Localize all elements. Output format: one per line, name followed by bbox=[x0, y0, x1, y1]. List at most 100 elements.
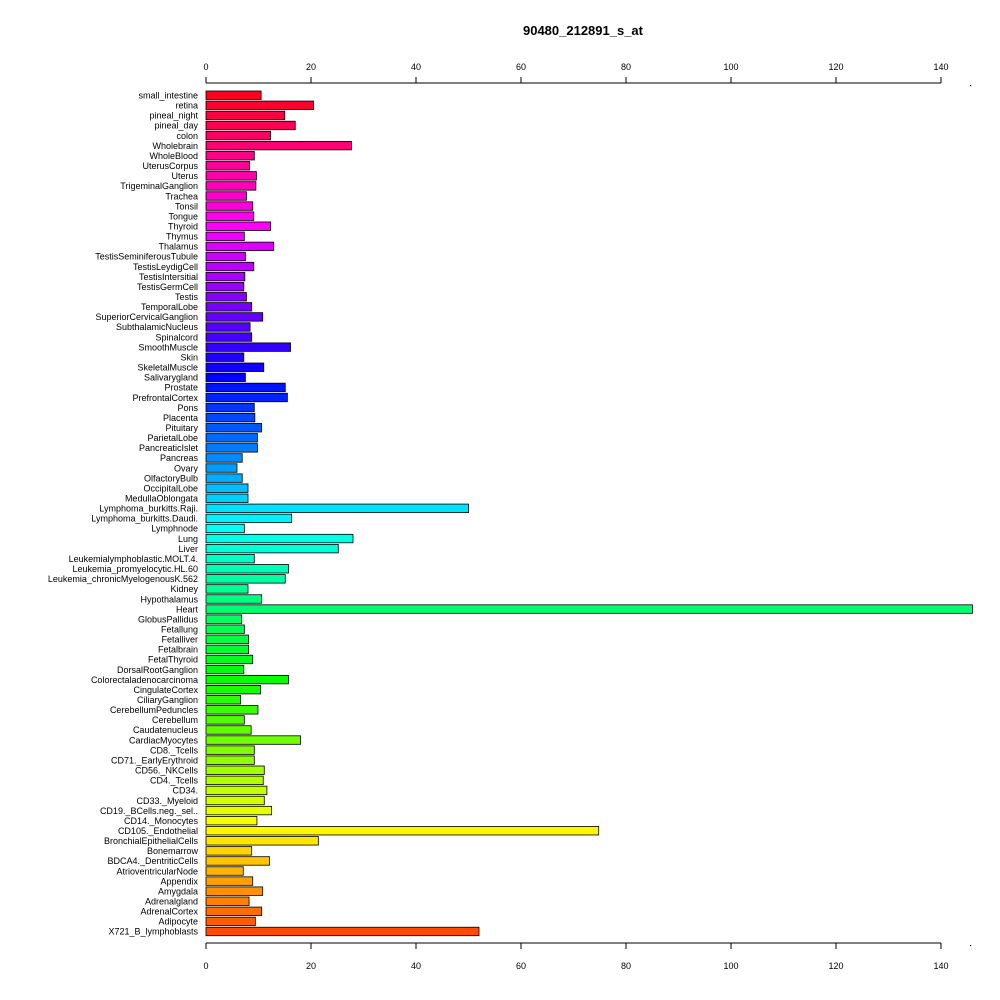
category-label: Caudatenucleus bbox=[133, 725, 199, 735]
category-label: Lymphoma_burkitts.Raji. bbox=[99, 504, 198, 514]
bar bbox=[205, 221, 271, 231]
category-label: PancreaticIslet bbox=[139, 443, 199, 453]
category-label: Thyroid bbox=[168, 221, 198, 231]
bar bbox=[205, 513, 292, 524]
bar bbox=[205, 201, 254, 211]
bar bbox=[205, 715, 245, 725]
category-label: Ovary bbox=[174, 463, 199, 473]
bar bbox=[205, 433, 258, 443]
category-label: small_intestine bbox=[138, 91, 198, 101]
bar bbox=[205, 735, 301, 745]
top-axis-tick-label: 40 bbox=[411, 62, 421, 72]
top-axis-tick-label: 120 bbox=[828, 62, 843, 72]
category-label: CD33._Myeloid bbox=[136, 796, 198, 806]
category-label: Leukemia_promyelocytic.HL.60 bbox=[72, 564, 198, 574]
bar bbox=[205, 906, 263, 916]
bar bbox=[205, 443, 258, 453]
bar bbox=[205, 916, 256, 927]
bar bbox=[205, 382, 286, 393]
category-label: CerebellumPeduncles bbox=[110, 705, 199, 715]
bar bbox=[205, 543, 339, 554]
bar bbox=[205, 271, 246, 282]
bar bbox=[205, 372, 246, 383]
category-label: colon bbox=[176, 131, 198, 141]
category-label: CardiacMyocytes bbox=[129, 735, 199, 745]
bars-layer bbox=[205, 90, 973, 937]
bar bbox=[205, 826, 600, 836]
bar bbox=[205, 231, 245, 241]
category-label: CiliaryGanglion bbox=[137, 695, 198, 705]
bar bbox=[205, 100, 315, 110]
category-label: Tonsil bbox=[175, 201, 198, 211]
top-axis-tick-label: 140 bbox=[933, 62, 948, 72]
category-label: X721_B_lymphoblasts bbox=[108, 927, 198, 937]
category-label: pineal_day bbox=[154, 121, 198, 131]
category-label: Pons bbox=[177, 403, 198, 413]
bar bbox=[205, 705, 259, 715]
bottom-axis-tick-label: 80 bbox=[621, 961, 631, 971]
bar bbox=[205, 342, 291, 352]
bar bbox=[205, 765, 265, 775]
bar bbox=[205, 412, 256, 423]
category-label: CD14._Monocytes bbox=[124, 816, 199, 826]
category-label: Adrenalgland bbox=[145, 897, 198, 907]
bar bbox=[205, 624, 245, 634]
bar bbox=[205, 886, 264, 896]
bar bbox=[205, 554, 255, 564]
category-label: Prostate bbox=[164, 383, 198, 393]
category-label: CD71._EarlyErythroid bbox=[111, 755, 198, 765]
category-label: TestisLeydigCell bbox=[133, 262, 198, 272]
category-label: Colorectaladenocarcinoma bbox=[91, 675, 198, 685]
category-label: Pancreas bbox=[160, 453, 199, 463]
bar bbox=[205, 856, 270, 866]
category-label: Liver bbox=[178, 544, 198, 554]
bar bbox=[205, 473, 243, 483]
category-label: pineal_night bbox=[149, 111, 198, 121]
category-label: Lymphoma_burkitts.Daudi. bbox=[91, 514, 198, 524]
top-axis-end-mark bbox=[970, 85, 972, 87]
bar bbox=[205, 453, 243, 463]
category-label: TestisIntersitial bbox=[139, 272, 198, 282]
category-label: Spinalcord bbox=[155, 332, 198, 342]
category-label: Thalamus bbox=[158, 242, 198, 252]
bottom-axis-tick-label: 60 bbox=[516, 961, 526, 971]
bar bbox=[205, 614, 243, 624]
bar bbox=[205, 493, 249, 503]
category-label: Lung bbox=[178, 534, 198, 544]
top-axis-tick-label: 0 bbox=[203, 62, 208, 72]
bar bbox=[205, 322, 251, 332]
category-label: Lymphnode bbox=[151, 524, 198, 534]
category-label: DorsalRootGanglion bbox=[117, 665, 198, 675]
category-label: UterusCorpus bbox=[142, 161, 198, 171]
category-label: Bonemarrow bbox=[147, 846, 199, 856]
bottom-axis-tick-label: 140 bbox=[933, 961, 948, 971]
category-label: Cerebellum bbox=[152, 715, 198, 725]
category-label: SkeletalMuscle bbox=[137, 363, 198, 373]
category-label: Uterus bbox=[171, 171, 198, 181]
category-labels-layer: small_intestineretinapineal_nightpineal_… bbox=[48, 91, 199, 937]
bar bbox=[205, 564, 289, 574]
bar bbox=[205, 725, 252, 735]
category-label: Placenta bbox=[163, 413, 198, 423]
category-label: Heart bbox=[176, 604, 199, 614]
top-axis-tick-label: 100 bbox=[723, 62, 738, 72]
category-label: WholeBlood bbox=[149, 151, 198, 161]
category-label: BronchialEpithelialCells bbox=[104, 836, 199, 846]
bar bbox=[205, 211, 255, 221]
category-label: SuperiorCervicalGanglion bbox=[95, 312, 198, 322]
bar bbox=[205, 191, 247, 201]
bar bbox=[205, 302, 253, 312]
category-label: CD8._Tcells bbox=[150, 745, 199, 755]
bar bbox=[205, 876, 254, 886]
bar bbox=[205, 110, 286, 121]
bar bbox=[205, 604, 973, 614]
bar bbox=[205, 362, 265, 372]
bar bbox=[205, 130, 271, 141]
bar bbox=[205, 483, 249, 493]
bar bbox=[205, 926, 480, 937]
bottom-axis-tick-label: 40 bbox=[411, 961, 421, 971]
category-label: CingulateCortex bbox=[133, 685, 198, 695]
category-label: GlobusPallidus bbox=[138, 614, 199, 624]
bottom-axis-tick-label: 100 bbox=[723, 961, 738, 971]
bar bbox=[205, 282, 245, 292]
